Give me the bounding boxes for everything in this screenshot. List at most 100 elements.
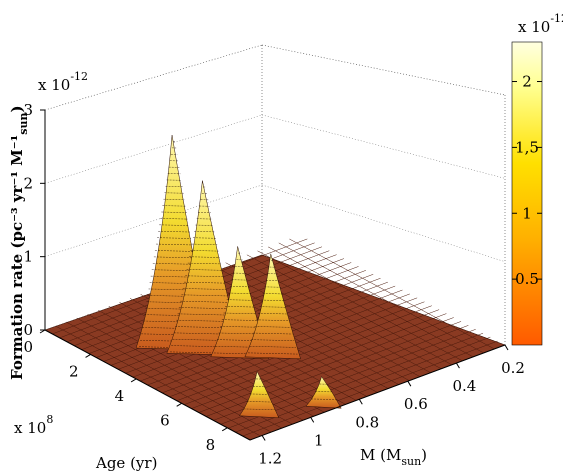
surface-peak-mesh [181,294,228,297]
surface-peak-mesh [259,306,286,308]
surface-peak-mesh [220,326,260,328]
surface-peak-mesh [191,243,218,245]
z-multiplier: x 10-12 [38,70,88,94]
surface-peak-mesh [187,262,222,265]
surface-peak-mesh [246,401,272,403]
surface-peak-mesh [194,231,215,233]
surface-peak-mesh [182,288,227,290]
surface-peak-mesh [161,211,187,213]
age-tick-label: 4 [115,387,125,405]
age-tick-label: 8 [206,436,216,454]
age-tick-label: 6 [160,411,170,429]
surface-peak-mesh [252,332,293,335]
surface-peak-mesh [151,269,197,272]
age-multiplier: x 108 [14,413,53,437]
surface-peak-mesh [261,299,285,301]
floor-mesh-line [193,274,399,385]
age-tick-mark [130,378,137,383]
mass-tick-label: 0.2 [501,359,525,377]
surface-peak-mesh [145,307,203,310]
z-axis-label: Formation rate (pc⁻³ yr⁻¹ M⁻¹sun) [8,105,30,380]
surface-peak-mesh [243,408,275,410]
surface-peak-mesh [159,224,189,226]
surface-peak-shape [244,253,301,360]
surface-peak-mesh [158,231,190,233]
surface-peak-mesh [160,218,188,220]
surface-peaks [135,135,342,419]
mass-tick-mark [310,417,315,423]
mass-axis-ticks: 0.2 0.4 0.6 0.8 1 1.2 [258,344,525,467]
mass-tick-mark [407,380,412,387]
mass-tick-label: 1 [314,431,324,449]
age-axis-ticks: 0 2 4 6 8 [23,329,228,454]
z-tick-label: 3 [23,101,33,119]
colorbar: 0.5 1 1,5 2 x 10-12 [511,12,563,346]
surface-peak-mesh [153,256,195,259]
surface-peak-mesh [226,299,253,301]
age-axis-label: Age (yr) [95,454,157,472]
mass-tick-label: 1.2 [258,449,282,467]
surface-peak-mesh [176,319,233,322]
floor-mesh-line [55,325,261,437]
age-tick-mark [39,329,46,334]
surface-peak-mesh [178,307,230,309]
grid-line [44,184,263,257]
z-tick-label: 2 [23,174,33,192]
surface-peak-mesh [247,352,298,355]
surface-peak-mesh [257,313,288,315]
surface-peak-mesh [162,205,186,207]
surface-peak-shape [238,370,280,419]
floor-mesh-line [214,266,421,377]
surface-peak [238,370,280,419]
surface-peak-mesh [249,346,296,348]
surface-peak-mesh [228,292,251,294]
mass-tick-mark [261,435,266,441]
surface-peak-mesh [183,281,225,284]
mass-tick-mark [358,399,363,405]
surface-peak-mesh [311,398,337,400]
surface-peak-mesh [152,263,196,265]
surface-peak-mesh [251,339,295,341]
surface-peak-mesh [150,275,198,278]
surface-peak-mesh [163,198,185,200]
z-tick-label: 0 [23,321,33,339]
surface-peak-mesh [154,250,194,252]
surface-peak-mesh [190,250,219,252]
mass-tick-label: 0.6 [404,395,428,413]
surface-peak-mesh [189,256,220,258]
surface-peak-mesh [172,339,237,342]
floor-mesh-line [66,321,272,433]
colorbar-multiplier: x 10-12 [518,12,563,36]
surface-peak-mesh [155,243,193,246]
surface-peak [244,253,301,360]
floor-mesh-line [278,242,484,354]
surface-peak-mesh [225,306,255,308]
surface-peak-mesh [254,326,291,328]
mass-tick-label: 0.4 [452,377,476,395]
surface-peak [305,375,342,409]
colorbar-tick-label: 0.5 [515,270,539,288]
surface-peak-shape [305,375,342,409]
grid-lines [44,114,506,262]
surface-peak-mesh [192,237,216,239]
colorbar-tick-label: 1,5 [515,138,539,156]
age-tick-mark [221,427,228,432]
surface-peak-mesh [185,275,224,277]
grid-line [44,114,263,184]
surface-peak-mesh [142,327,206,330]
colorbar-ticks: 0.5 1 1,5 2 [512,73,542,288]
surface-peak-mesh [218,332,261,335]
surface-peak-mesh [256,319,290,321]
age-tick-mark [176,402,182,407]
front-axes [44,110,506,441]
mass-tick-mark [455,362,460,369]
z-axis-ticks: 0 1 2 3 [23,101,45,339]
colorbar-gradient [511,41,543,346]
grid-line [261,184,506,262]
floor-mesh-line [289,238,495,350]
surface-peak-mesh [223,312,256,315]
floor-mesh-line [268,246,474,358]
age-tick-mark [85,354,91,358]
grid-line [261,114,506,179]
colorbar-tick-label: 1 [522,204,532,222]
